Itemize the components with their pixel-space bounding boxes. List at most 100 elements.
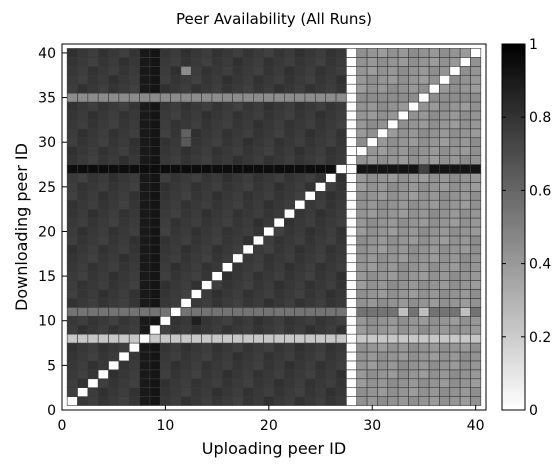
heatmap-cell [97,280,109,290]
heatmap-cell [108,199,120,210]
y-tick-label: 15 [38,269,56,285]
heatmap-cell [128,244,140,255]
heatmap-cell [263,83,275,94]
heatmap-cell [335,226,347,237]
heatmap-cell [408,378,420,388]
heatmap-cell [356,253,368,264]
heatmap-cell [397,110,409,121]
heatmap-cell [180,226,192,237]
heatmap-cell [449,173,461,183]
heatmap-cell [470,199,482,210]
heatmap-cell [284,387,295,397]
heatmap-cell [87,378,99,388]
heatmap-cell [449,280,461,290]
heatmap-cell [284,360,295,371]
heatmap-cell [273,360,285,371]
heatmap-cell [201,351,213,362]
heatmap-cell [232,369,244,380]
heatmap-cell [346,128,358,139]
heatmap-cell [180,235,192,246]
heatmap-cell [97,208,109,219]
heatmap-cell [180,101,192,112]
heatmap-cell [139,271,151,281]
heatmap-cell [459,128,471,139]
heatmap-cell [439,119,451,130]
heatmap-cell [66,369,78,380]
heatmap-cell [470,235,482,246]
heatmap-cell [284,155,295,165]
heatmap-cell [232,146,244,156]
heatmap-cell [449,155,461,165]
heatmap-cell [304,173,316,183]
heatmap-cell [356,217,368,228]
heatmap-cell [221,289,233,299]
heatmap-cell [304,378,316,388]
heatmap-cell [377,137,389,147]
heatmap-cell [356,307,368,317]
heatmap-cell [159,315,171,326]
heatmap-cell [97,235,109,246]
heatmap-cell [304,74,316,85]
heatmap-cell [284,333,295,344]
heatmap-cell [253,57,264,67]
heatmap-cell [180,333,192,344]
heatmap-cell [118,387,130,397]
heatmap-cell [253,351,264,362]
heatmap-cell [377,164,389,174]
heatmap-cell [232,271,244,281]
heatmap-cell [263,128,275,139]
heatmap-cell [87,190,99,201]
heatmap-cell [397,101,409,112]
heatmap-cell [304,244,316,255]
heatmap-cell [459,271,471,281]
heatmap-cell [108,226,120,237]
heatmap-cell [408,351,420,362]
heatmap-cell [87,351,99,362]
heatmap-cell [439,217,451,228]
heatmap-cell [315,235,327,246]
heatmap-cell [459,217,471,228]
heatmap-cell [77,182,89,192]
heatmap-cell [284,110,295,121]
heatmap-cell [315,387,327,397]
heatmap-cell [118,342,130,353]
heatmap-cell [428,182,440,192]
heatmap-cell [418,342,430,353]
heatmap-cell [201,83,213,94]
heatmap-cell [325,74,337,85]
heatmap-cell [273,324,285,335]
heatmap-cell [128,378,140,388]
heatmap-cell [242,155,254,165]
heatmap-cell [170,324,182,335]
heatmap-cell [201,155,213,165]
heatmap-cell [418,119,430,130]
heatmap-cell [304,369,316,380]
heatmap-cell [428,369,440,380]
heatmap-cell [294,119,306,130]
heatmap-cell [77,92,89,103]
colorbar-tick-label: 0 [529,403,538,419]
heatmap-cell [201,298,213,308]
heatmap-cell [459,280,471,290]
heatmap-cell [377,253,389,264]
heatmap-cell [263,226,275,237]
heatmap-cell [180,208,192,219]
heatmap-cell [346,173,358,183]
heatmap-cell [118,217,130,228]
heatmap-cell [190,48,202,58]
heatmap-cell [242,57,254,67]
heatmap-cell [366,396,378,406]
heatmap-cell [428,253,440,264]
heatmap-cell [159,289,171,299]
heatmap-cell [284,208,295,219]
heatmap-cell [201,164,213,174]
heatmap-cell [139,262,151,272]
heatmap-cell [273,173,285,183]
heatmap-cell [159,307,171,317]
heatmap-cell [470,119,482,130]
heatmap-cell [418,208,430,219]
heatmap-cell [118,262,130,272]
heatmap-cell [211,262,223,272]
heatmap-cell [211,173,223,183]
heatmap-cell [273,333,285,344]
